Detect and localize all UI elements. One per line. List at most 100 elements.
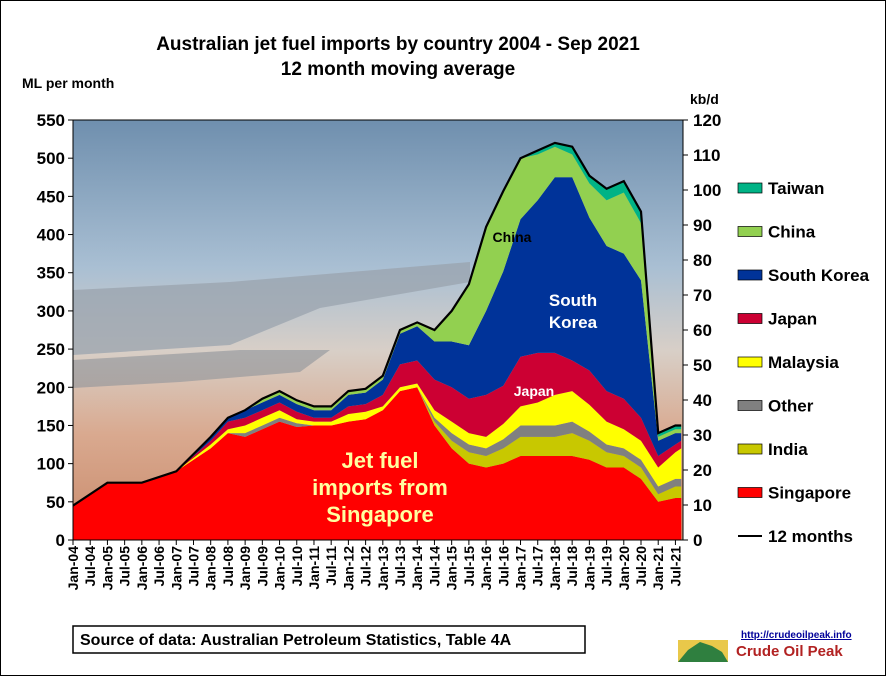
legend-label-japan: Japan [768, 310, 817, 329]
annotation-singapore-1: Jet fuel [341, 448, 418, 473]
x-tick-label: Jan-06 [134, 546, 150, 591]
plot-area [72, 119, 684, 541]
x-tick-label: Jul-21 [667, 546, 683, 587]
right-tick-label: 20 [693, 461, 712, 480]
right-tick-label: 70 [693, 286, 712, 305]
wing-lower [73, 350, 330, 388]
legend-swatch-japan [737, 313, 763, 324]
x-tick-label: Jul-07 [185, 546, 201, 587]
x-tick-label: Jan-17 [513, 546, 529, 591]
area-india [73, 387, 682, 506]
legend-swatch-other [737, 400, 763, 411]
left-tick-label: 0 [56, 531, 65, 550]
x-tick-label: Jan-04 [65, 546, 81, 591]
x-tick-label: Jul-19 [599, 546, 615, 587]
legend-swatch-india [737, 443, 763, 455]
legend-label-other: Other [768, 397, 814, 416]
x-tick-label: Jan-12 [340, 546, 356, 591]
stacked-areas [73, 142, 682, 540]
total-12-months-line [73, 141, 682, 507]
left-tick-label: 400 [37, 226, 65, 245]
right-tick-label: 80 [693, 251, 712, 270]
right-axis-ticks: 0 10 20 30 40 50 60 70 80 90 100 110 120 [683, 111, 721, 550]
legend-label-malaysia: Malaysia [768, 353, 839, 372]
legend-swatch-china [737, 226, 763, 237]
annotation-south-korea-1: South [549, 291, 597, 310]
x-tick-label: Jan-16 [478, 546, 494, 591]
right-tick-label: 110 [693, 146, 720, 165]
left-axis-label: ML per month [22, 75, 114, 91]
left-tick-label: 550 [37, 111, 65, 130]
legend-label-south-korea: South Korea [768, 266, 870, 285]
left-tick-label: 450 [37, 187, 65, 206]
logo-url[interactable]: http://crudeoilpeak.info [741, 630, 852, 641]
x-tick-label: Jan-18 [547, 546, 563, 591]
legend-label-india: India [768, 440, 808, 459]
legend-label-singapore: Singapore [768, 484, 851, 503]
right-axis-label: kb/d [690, 91, 719, 107]
x-tick-label: Jul-16 [495, 546, 511, 587]
chart-title: Australian jet fuel imports by country 2… [156, 34, 640, 55]
wing-image [73, 262, 470, 388]
x-tick-label: Jan-08 [203, 546, 219, 591]
x-axis-ticks: Jan-04 Jul-04 Jan-05 Jul-05 Jan-06 Jul-06 Jan-… [65, 540, 683, 590]
left-axis-ticks: 0 50 100 150 200 250 300 350 400 450 500 550 [37, 111, 73, 550]
annotation-singapore-3: Singapore [326, 502, 434, 527]
x-tick-label: Jul-11 [323, 546, 339, 586]
right-tick-label: 30 [693, 426, 712, 445]
area-malaysia [73, 383, 682, 506]
legend-swatch-malaysia [737, 356, 763, 368]
x-tick-label: Jan-11 [306, 546, 322, 590]
x-tick-label: Jan-10 [272, 546, 288, 591]
x-tick-label: Jul-06 [151, 546, 167, 587]
x-tick-label: Jul-20 [633, 546, 649, 587]
left-tick-label: 50 [46, 493, 65, 512]
legend-label-12-months: 12 months [768, 527, 853, 546]
right-tick-label: 60 [693, 321, 712, 340]
left-tick-label: 500 [37, 149, 65, 168]
chart-subtitle: 12 month moving average [281, 59, 515, 80]
left-tick-label: 150 [37, 416, 65, 435]
x-tick-label: Jan-13 [375, 546, 391, 591]
x-tick-label: Jan-05 [99, 546, 115, 591]
x-tick-label: Jul-14 [426, 546, 442, 587]
right-tick-label: 0 [693, 531, 702, 550]
area-singapore [73, 387, 682, 540]
source-box: Source of data: Australian Petroleum Sta… [72, 625, 586, 654]
source-text: Source of data: Australian Petroleum Sta… [80, 632, 512, 649]
x-tick-label: Jan-15 [444, 546, 460, 591]
left-tick-label: 300 [37, 302, 65, 321]
annotation-china: China [493, 229, 532, 245]
right-tick-label: 40 [693, 391, 712, 410]
left-tick-label: 350 [37, 264, 65, 283]
x-tick-label: Jan-09 [237, 546, 253, 591]
right-tick-label: 50 [693, 356, 712, 375]
annotation-singapore-2: imports from [312, 475, 448, 500]
x-tick-label: Jul-18 [564, 546, 580, 587]
x-tick-label: Jan-21 [650, 546, 666, 591]
legend-label-taiwan: Taiwan [768, 179, 824, 198]
logo-graphic-hill [678, 642, 728, 662]
x-tick-label: Jul-15 [461, 546, 477, 587]
annotation-south-korea-2: Korea [549, 313, 598, 332]
x-tick-label: Jul-10 [289, 546, 305, 587]
annotation-japan: Japan [514, 383, 554, 399]
x-tick-label: Jul-12 [358, 546, 374, 587]
left-tick-label: 250 [37, 340, 65, 359]
source-border [72, 625, 586, 654]
x-tick-label: Jan-20 [616, 546, 632, 591]
left-tick-label: 100 [37, 455, 65, 474]
right-tick-label: 10 [693, 496, 712, 515]
wing-upper [73, 262, 470, 355]
legend-swatch-singapore [737, 487, 763, 498]
x-tick-label: Jul-17 [530, 546, 546, 587]
x-tick-label: Jul-05 [117, 546, 133, 587]
left-tick-label: 200 [37, 378, 65, 397]
right-tick-label: 100 [693, 181, 721, 200]
legend-label-china: China [768, 223, 816, 242]
legend-swatch-south-korea [737, 269, 763, 281]
right-tick-label: 120 [693, 111, 721, 130]
legend: Taiwan China South Korea Japan Malaysia Other… [737, 179, 870, 546]
